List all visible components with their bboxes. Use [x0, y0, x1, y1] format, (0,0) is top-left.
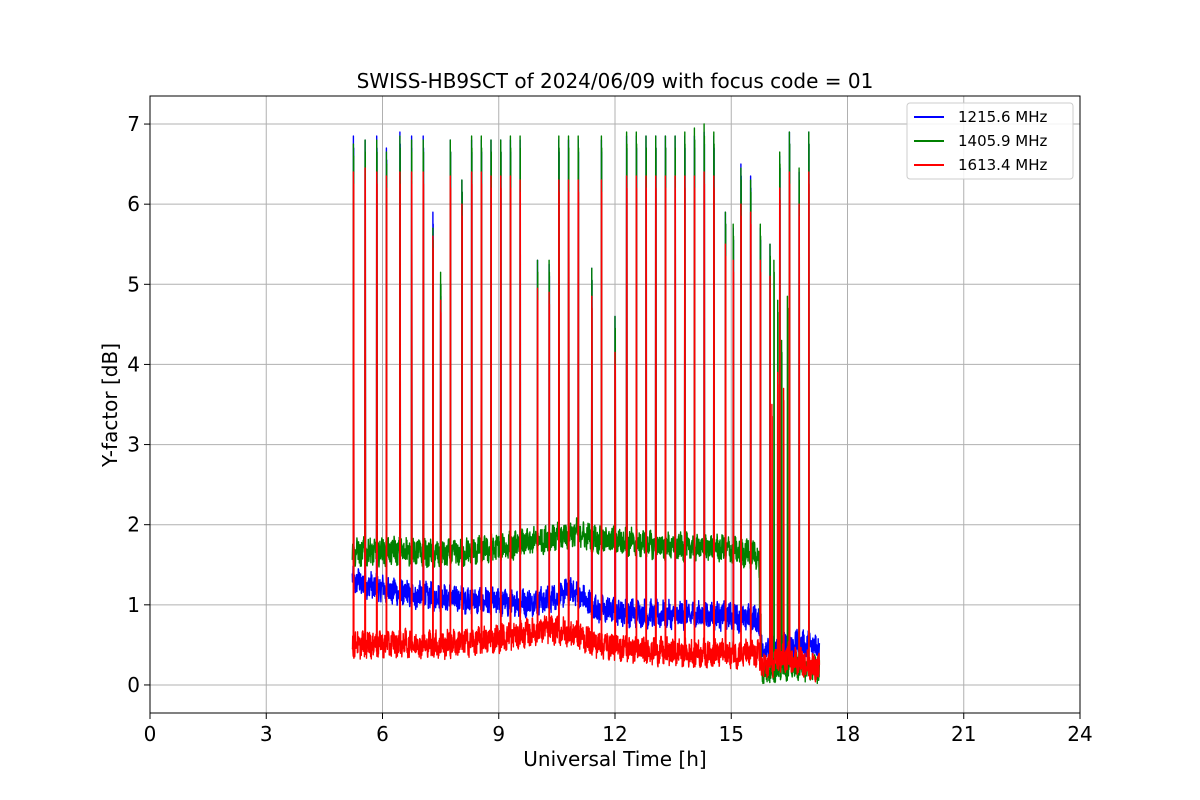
y-tick-label: 1: [127, 593, 140, 617]
legend-box: [906, 102, 1074, 180]
series-line-1405-9-mhz: [351, 123, 821, 685]
series-layer: [351, 123, 821, 685]
grid-lines: [150, 96, 1080, 713]
y-tick-label: 6: [127, 192, 140, 216]
chart-title: SWISS-HB9SCT of 2024/06/09 with focus co…: [357, 69, 874, 93]
x-tick-label: 6: [376, 722, 389, 746]
legend-label-1215: 1215.6 MHz: [958, 108, 1047, 126]
y-tick-label: 4: [127, 352, 140, 376]
y-tick-label: 7: [127, 112, 140, 136]
x-axis-label: Universal Time [h]: [523, 747, 706, 771]
y-tick-label: 5: [127, 272, 140, 296]
x-tick-label: 24: [1067, 722, 1092, 746]
y-tick-label: 3: [127, 433, 140, 457]
y-axis: 0 1 2 3 4 5 6 7: [127, 112, 150, 697]
y-tick-label: 0: [127, 673, 140, 697]
x-tick-label: 12: [602, 722, 627, 746]
y-axis-label: Y-factor [dB]: [98, 343, 122, 468]
x-tick-label: 3: [260, 722, 273, 746]
x-tick-label: 15: [719, 722, 744, 746]
x-tick-label: 18: [835, 722, 860, 746]
x-tick-label: 0: [144, 722, 157, 746]
legend: 1215.6 MHz 1405.9 MHz 1613.4 MHz: [906, 102, 1074, 180]
x-tick-label: 9: [492, 722, 505, 746]
x-axis: 0 3 6 9 12 15 18 21 24: [144, 713, 1093, 746]
legend-label-1613: 1613.4 MHz: [958, 156, 1047, 174]
series-line-1613-4-mhz: [351, 167, 821, 683]
legend-label-1405: 1405.9 MHz: [958, 132, 1047, 150]
x-tick-label: 21: [951, 722, 976, 746]
y-tick-label: 2: [127, 513, 140, 537]
